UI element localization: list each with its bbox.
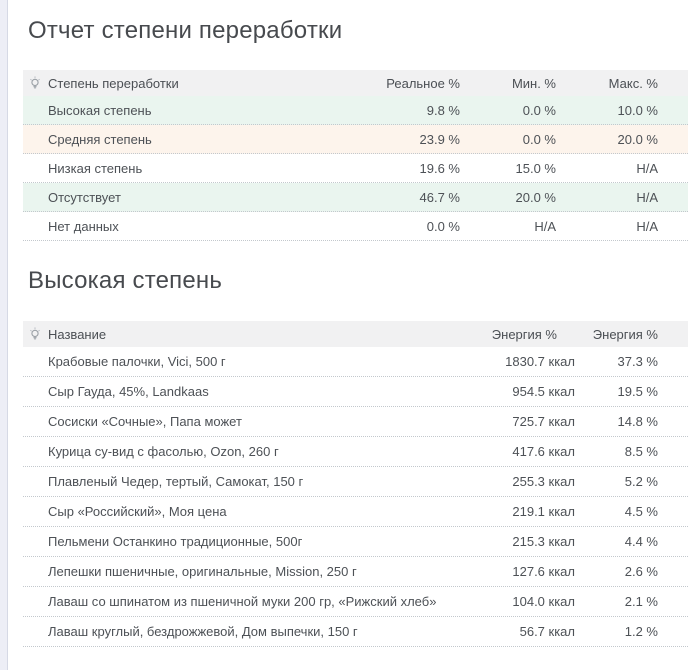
energy-kcal-value: 56.7 ккал	[519, 624, 575, 639]
product-name: Лаваш со шпинатом из пшеничной муки 200 …	[48, 594, 437, 609]
summary-header-category: Степень переработки	[48, 75, 179, 91]
product-name: Сыр «Российский», Моя цена	[48, 504, 227, 519]
energy-kcal-value: 219.1 ккал	[512, 504, 575, 519]
min-percent-value: 20.0 %	[515, 189, 556, 205]
table-row: Отсутствует 46.7 % 20.0 % Н/А	[23, 183, 688, 212]
product-name: Пельмени Останкино традиционные, 500г	[48, 534, 303, 549]
table-row: Средняя степень 23.9 % 0.0 % 20.0 %	[23, 125, 688, 154]
table-row: Курица су-вид с фасолью, Ozon, 260 г 417…	[23, 437, 688, 467]
real-percent-value: 0.0 %	[426, 218, 460, 234]
detail-table: Название Энергия % Энергия % Крабовые па…	[23, 321, 688, 647]
energy-kcal-value: 104.0 ккал	[512, 594, 575, 609]
product-name: Курица су-вид с фасолью, Ozon, 260 г	[48, 444, 279, 459]
table-row: Сыр «Российский», Моя цена 219.1 ккал 4.…	[23, 497, 688, 527]
product-name: Сосиски «Сочные», Папа может	[48, 414, 242, 429]
energy-kcal-value: 1830.7 ккал	[505, 354, 575, 369]
max-percent-value: Н/А	[636, 189, 658, 205]
detail-header-name: Название	[48, 326, 107, 342]
min-percent-value: Н/А	[534, 218, 556, 234]
summary-table-body: Высокая степень 9.8 % 0.0 % 10.0 % Средн…	[23, 96, 688, 241]
energy-kcal-value: 725.7 ккал	[512, 414, 575, 429]
summary-header-real: Реальное %	[386, 75, 460, 91]
product-name: Крабовые палочки, Vici, 500 г	[48, 354, 226, 369]
energy-kcal-value: 417.6 ккал	[512, 444, 575, 459]
summary-table-header: Степень переработки Реальное % Мин. % Ма…	[23, 70, 688, 96]
min-percent-value: 0.0 %	[522, 131, 556, 147]
report-title: Отчет степени переработки	[28, 17, 343, 44]
energy-kcal-value: 255.3 ккал	[512, 474, 575, 489]
table-row: Низкая степень 19.6 % 15.0 % Н/А	[23, 154, 688, 183]
max-percent-value: Н/А	[636, 218, 658, 234]
table-row: Сыр Гауда, 45%, Landkaas 954.5 ккал 19.5…	[23, 377, 688, 407]
max-percent-value: 20.0 %	[617, 131, 658, 147]
summary-table: Степень переработки Реальное % Мин. % Ма…	[23, 70, 688, 241]
energy-percent-value: 5.2 %	[624, 474, 658, 489]
detail-header-energy-percent: Энергия %	[592, 326, 658, 342]
category-label: Отсутствует	[48, 189, 121, 205]
energy-percent-value: 1.2 %	[624, 624, 658, 639]
summary-header-min: Мин. %	[511, 75, 556, 91]
real-percent-value: 9.8 %	[426, 102, 460, 118]
page-edge-strip	[0, 0, 8, 670]
category-label: Нет данных	[48, 218, 119, 234]
table-row: Лаваш круглый, бездрожжевой, Дом выпечки…	[23, 617, 688, 647]
energy-percent-value: 37.3 %	[617, 354, 658, 369]
table-row: Плавленый Чедер, тертый, Самокат, 150 г …	[23, 467, 688, 497]
product-name: Плавленый Чедер, тертый, Самокат, 150 г	[48, 474, 304, 489]
real-percent-value: 46.7 %	[419, 189, 460, 205]
section-title-high-degree: Высокая степень	[28, 267, 223, 294]
real-percent-value: 19.6 %	[419, 160, 460, 176]
lightbulb-icon[interactable]	[28, 327, 42, 341]
category-label: Низкая степень	[48, 160, 143, 176]
table-row: Пельмени Останкино традиционные, 500г 21…	[23, 527, 688, 557]
lightbulb-icon[interactable]	[28, 76, 42, 90]
energy-percent-value: 19.5 %	[617, 384, 658, 399]
max-percent-value: Н/А	[636, 160, 658, 176]
product-name: Сыр Гауда, 45%, Landkaas	[48, 384, 209, 399]
detail-table-body: Крабовые палочки, Vici, 500 г 1830.7 кка…	[23, 347, 688, 647]
table-row: Крабовые палочки, Vici, 500 г 1830.7 кка…	[23, 347, 688, 377]
summary-header-max: Макс. %	[608, 75, 658, 91]
table-row: Сосиски «Сочные», Папа может 725.7 ккал …	[23, 407, 688, 437]
product-name: Лепешки пшеничные, оригинальные, Mission…	[48, 564, 357, 579]
table-row: Лепешки пшеничные, оригинальные, Mission…	[23, 557, 688, 587]
energy-percent-value: 2.6 %	[624, 564, 658, 579]
max-percent-value: 10.0 %	[617, 102, 658, 118]
product-name: Лаваш круглый, бездрожжевой, Дом выпечки…	[48, 624, 358, 639]
energy-percent-value: 14.8 %	[617, 414, 658, 429]
table-row: Лаваш со шпинатом из пшеничной муки 200 …	[23, 587, 688, 617]
detail-header-energy: Энергия %	[491, 326, 557, 342]
min-percent-value: 15.0 %	[515, 160, 556, 176]
table-row: Нет данных 0.0 % Н/А Н/А	[23, 212, 688, 241]
energy-kcal-value: 215.3 ккал	[512, 534, 575, 549]
energy-kcal-value: 954.5 ккал	[512, 384, 575, 399]
table-row: Высокая степень 9.8 % 0.0 % 10.0 %	[23, 96, 688, 125]
energy-percent-value: 2.1 %	[624, 594, 658, 609]
energy-percent-value: 4.4 %	[624, 534, 658, 549]
energy-percent-value: 8.5 %	[624, 444, 658, 459]
report-page: Отчет степени переработки Степень перера…	[23, 17, 688, 647]
energy-kcal-value: 127.6 ккал	[512, 564, 575, 579]
energy-percent-value: 4.5 %	[624, 504, 658, 519]
category-label: Высокая степень	[48, 102, 152, 118]
min-percent-value: 0.0 %	[522, 102, 556, 118]
detail-table-header: Название Энергия % Энергия %	[23, 321, 688, 347]
category-label: Средняя степень	[48, 131, 152, 147]
real-percent-value: 23.9 %	[419, 131, 460, 147]
